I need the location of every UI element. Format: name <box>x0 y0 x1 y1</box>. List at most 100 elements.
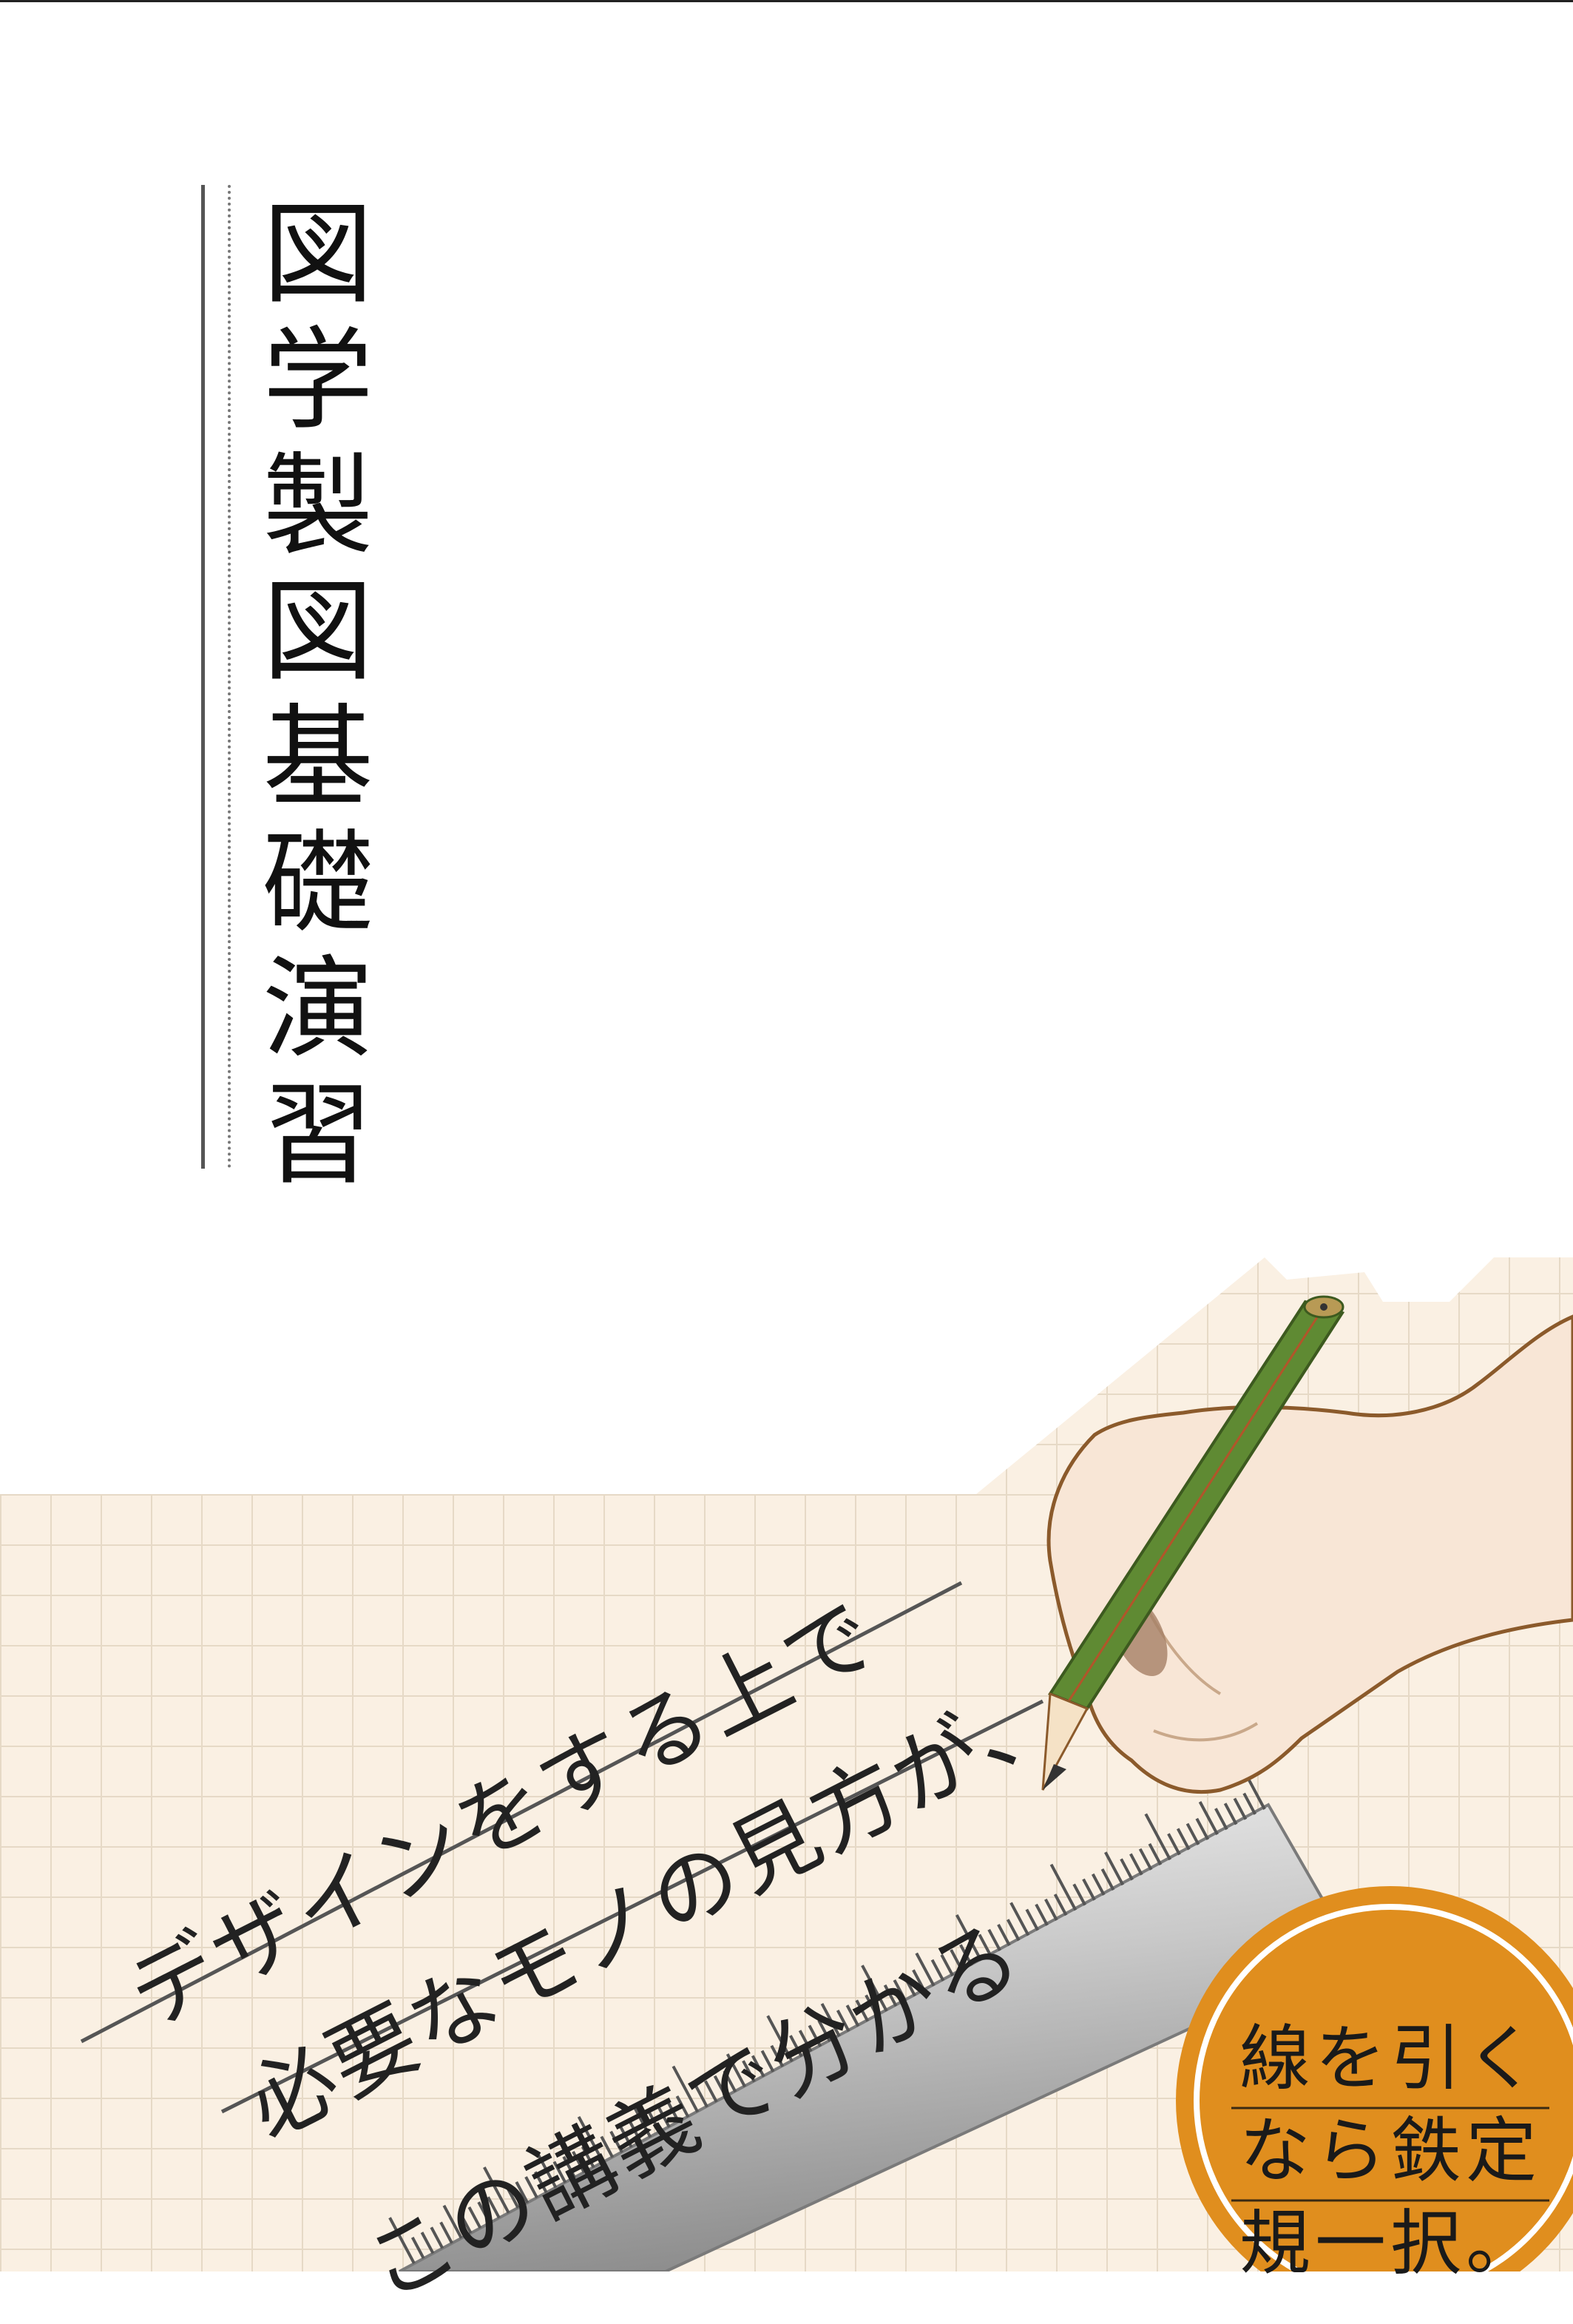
title-char: 演 <box>262 945 373 1074</box>
ruler-tick <box>950 1949 964 1972</box>
title-rule-solid <box>201 185 205 1169</box>
ruler-tick <box>997 1924 1011 1947</box>
ruler-tick <box>577 2115 605 2163</box>
title-char: 礎 <box>262 820 373 948</box>
ruler-tick <box>883 1984 898 2007</box>
ruler-tick <box>562 2155 576 2178</box>
ruler-tick <box>666 2100 680 2123</box>
ruler-tick <box>1100 1868 1115 1891</box>
ruler-tick <box>552 2161 567 2183</box>
guide-line-1 <box>80 1581 963 2044</box>
ruler-tick <box>940 1953 955 1977</box>
badge-line-1: 線を引く <box>1239 2017 1541 2100</box>
ruler-tick <box>915 1952 936 1987</box>
ruler-tick <box>524 2176 538 2199</box>
title-char: 学 <box>262 317 373 445</box>
ruler-tick <box>742 2060 756 2083</box>
ruler-tick <box>751 2055 765 2078</box>
title-rule-dotted <box>228 185 231 1169</box>
ruler-tick <box>430 2226 444 2249</box>
ruler-tick <box>572 2151 586 2174</box>
title-char: 基 <box>262 694 373 822</box>
ruler-tick <box>770 2044 785 2067</box>
ruler-tick <box>1198 1801 1219 1836</box>
ruler-tick <box>675 2095 690 2118</box>
badge <box>1176 1886 1573 2271</box>
ruler-tick <box>1214 1808 1228 1831</box>
ruler-tick <box>1144 1813 1171 1861</box>
ruler-tick <box>959 1944 973 1967</box>
ruler-tick <box>713 2075 728 2098</box>
ruler-tick <box>861 1965 888 2012</box>
title-char: 図 <box>262 568 373 697</box>
ruler-tick <box>1072 1883 1086 1906</box>
ruler-tick <box>725 2053 746 2088</box>
ruler-tick <box>534 2171 548 2194</box>
ruler-tick <box>760 2050 775 2073</box>
ruler-tick <box>1195 1817 1210 1840</box>
ruler-tick <box>505 2186 520 2209</box>
ruler-tick <box>487 2196 501 2219</box>
ruler-tick <box>855 1999 870 2022</box>
ruler-tick <box>845 2004 860 2027</box>
guide-line-2 <box>220 1699 1044 2114</box>
background-illustration <box>0 0 1573 2271</box>
ruler-tick <box>537 2154 558 2189</box>
ruler-tick <box>1053 1894 1068 1916</box>
ruler-tick <box>1223 1803 1238 1825</box>
ruler-tick <box>600 2135 615 2158</box>
top-border <box>0 0 1573 2</box>
ruler-tick <box>1006 1919 1021 1942</box>
ruler-tick <box>1025 1908 1040 1931</box>
ruler-tick <box>1176 1828 1191 1851</box>
ruler-tick <box>672 2065 700 2113</box>
title-char: 習 <box>262 1071 373 1200</box>
ruler-tick <box>628 2121 643 2144</box>
ruler-tick <box>789 2035 803 2058</box>
ruler-tick <box>1082 1878 1096 1901</box>
ruler-tick <box>632 2104 652 2138</box>
ruler-tick <box>930 1959 945 1982</box>
ruler-tick <box>467 2206 482 2229</box>
ruler-tick <box>410 2237 425 2260</box>
ruler-tick <box>1242 1792 1256 1815</box>
ruler-tick <box>1091 1873 1106 1896</box>
ruler-tick <box>483 2166 510 2214</box>
ruler-tick <box>902 1974 916 1997</box>
ruler-tick <box>987 1928 1001 1951</box>
ruler-tick <box>439 2221 453 2244</box>
ruler-tick <box>609 2130 623 2153</box>
ruler-tick <box>1185 1823 1200 1845</box>
ruler-tick <box>1129 1853 1143 1876</box>
ruler-tick <box>1120 1858 1134 1881</box>
ruler-tick <box>808 2024 822 2047</box>
ruler-tick <box>1167 1833 1181 1856</box>
ruler-tick <box>912 1969 926 1992</box>
ruler-tick <box>1138 1848 1153 1871</box>
ruler-tick <box>515 2181 530 2204</box>
pencil <box>1041 1295 1345 1791</box>
ruler-tick <box>817 2019 831 2042</box>
badge-line-2: なら鉄定 <box>1239 2109 1541 2192</box>
ruler-tick <box>893 1979 907 2002</box>
ruler-tick <box>723 2070 737 2092</box>
ruler-tick <box>1148 1842 1163 1865</box>
ruler-tick <box>820 2002 841 2037</box>
title-char: 図 <box>262 191 373 320</box>
ruler-tick <box>766 2015 794 2063</box>
badge-line-3: 規一択。 <box>1239 2202 1541 2285</box>
ruler-tick <box>388 2217 416 2264</box>
ruler-tick <box>1049 1863 1078 1911</box>
ruler-tick <box>1035 1903 1049 1926</box>
ruler-tick <box>704 2080 718 2103</box>
ruler-tick <box>798 2030 813 2053</box>
ruler-tick <box>694 2085 708 2108</box>
ruler-tick <box>458 2211 473 2235</box>
ruler-tick <box>581 2146 595 2169</box>
ruler-tick <box>865 1994 879 2017</box>
ruler-tick <box>477 2201 491 2224</box>
ruler-tick <box>657 2105 671 2128</box>
ruler-tick <box>1044 1898 1058 1922</box>
ruler-tick <box>442 2204 463 2239</box>
